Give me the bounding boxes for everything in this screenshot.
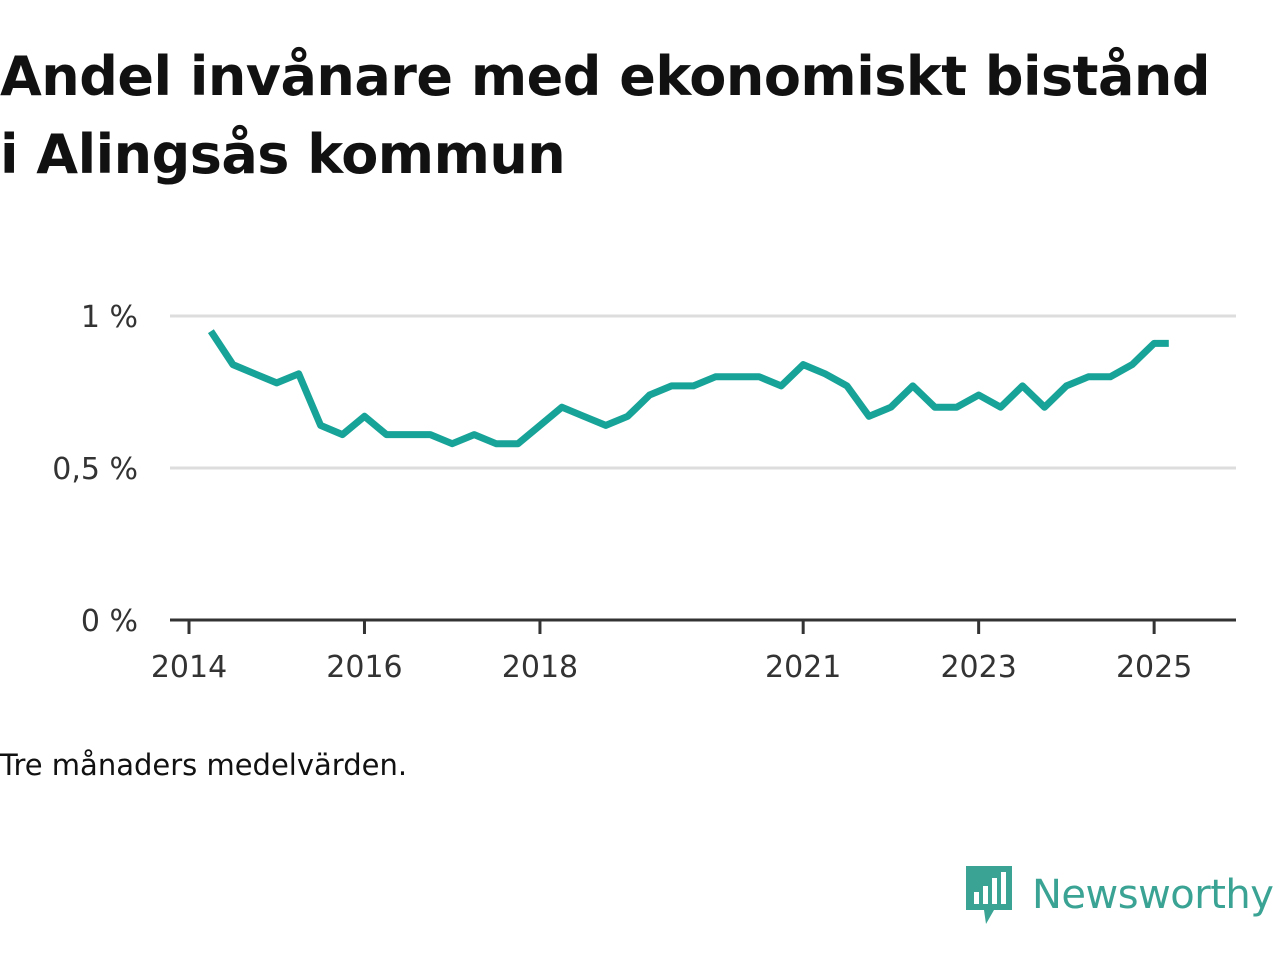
data-point [493, 441, 499, 447]
data-point [361, 413, 367, 419]
newsworthy-logo-icon [966, 866, 1012, 924]
data-point [712, 374, 718, 380]
data-point [800, 362, 806, 368]
data-point [1063, 383, 1069, 389]
y-tick-label: 1 % [81, 300, 138, 335]
data-point [581, 413, 587, 419]
data-point [822, 371, 828, 377]
data-point [647, 392, 653, 398]
x-tick-label: 2018 [502, 650, 578, 685]
chart-note: Tre månaders medelvärden. [0, 748, 408, 782]
brand-name: Newsworthy [1032, 872, 1274, 918]
brand[interactable]: Newsworthy [964, 862, 1274, 928]
x-axis: 2014 2016 2018 2021 2023 2025 [151, 620, 1192, 685]
data-point [603, 422, 609, 428]
x-tick-label: 2014 [151, 650, 227, 685]
data-point [449, 441, 455, 447]
y-tick-label: 0 % [81, 604, 138, 639]
data-point [252, 371, 258, 377]
data-point [756, 374, 762, 380]
data-point [625, 413, 631, 419]
data-point [910, 383, 916, 389]
data-point [515, 441, 521, 447]
data-point [998, 404, 1004, 410]
data-point [844, 383, 850, 389]
x-tick-label: 2016 [326, 650, 402, 685]
data-point [230, 362, 236, 368]
x-tick-label: 2025 [1116, 650, 1192, 685]
data-point [1129, 362, 1135, 368]
data-point [932, 404, 938, 410]
data-point [559, 404, 565, 410]
data-point [340, 432, 346, 438]
data-point [1151, 340, 1157, 346]
data-point [471, 432, 477, 438]
chart-title: Andel invånare med ekonomiskt bistånd i … [0, 45, 1211, 186]
data-point [1166, 340, 1172, 346]
data-point [1041, 404, 1047, 410]
series-line [207, 329, 1169, 448]
gridlines [170, 314, 1236, 470]
data-point [296, 371, 302, 377]
data-point [866, 413, 872, 419]
data-point [1085, 374, 1091, 380]
data-point [1020, 383, 1026, 389]
data-point [537, 422, 543, 428]
data-point [734, 374, 740, 380]
data-point [208, 328, 214, 334]
data-point [976, 392, 982, 398]
data-point [274, 380, 280, 386]
data-point [669, 383, 675, 389]
data-point [691, 383, 697, 389]
data-point [954, 404, 960, 410]
y-tick-label: 0,5 % [52, 452, 138, 487]
data-point [1107, 374, 1113, 380]
data-point [318, 422, 324, 428]
x-tick-label: 2021 [765, 650, 841, 685]
data-point [888, 404, 894, 410]
y-axis: 0 % 0,5 % 1 % [52, 300, 138, 639]
x-tick-label: 2023 [940, 650, 1016, 685]
data-point [383, 432, 389, 438]
line-chart: 0 % 0,5 % 1 % 2014 2016 2018 2021 2023 2025 [52, 300, 1236, 685]
data-point [405, 432, 411, 438]
data-point [427, 432, 433, 438]
data-point [778, 383, 784, 389]
